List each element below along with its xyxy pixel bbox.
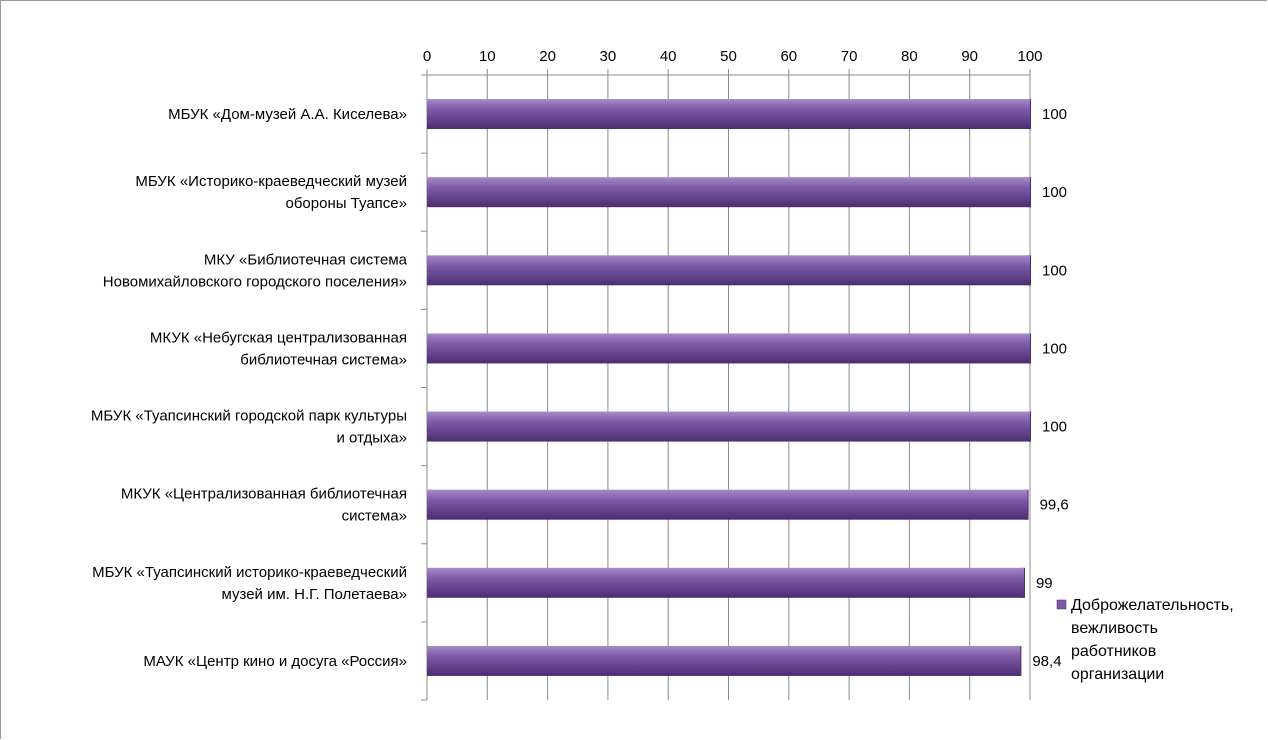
category-label: МБУК «Туапсинский историко-краеведческий… [92,564,407,603]
data-label: 100 [1042,106,1067,123]
axes [421,69,1031,701]
legend-label: Доброжелательность, вежливость работников о… [1071,597,1234,683]
data-label: 98,4 [1032,653,1061,670]
data-label: 100 [1042,262,1067,279]
x-tick-label: 40 [660,48,677,65]
category-label: МБУК «Дом-музей А.А. Киселева» [168,106,407,123]
category-labels: МБУК «Дом-музей А.А. Киселева» МБУК «Исто… [91,106,408,670]
category-label: МБУК «Туапсинский городской парк культур… [91,408,407,447]
x-tick-label: 60 [780,48,797,65]
data-label: 100 [1042,184,1067,201]
x-tick-label: 20 [539,48,556,65]
category-label: МКУК «Централизованная библиотечная систе… [121,486,407,525]
x-tick-label: 70 [841,48,858,65]
bar [427,411,1030,442]
x-tick-label: 90 [961,48,978,65]
category-label: МБУК «Историко-краеведческий музей оборон… [135,173,407,212]
bars [427,99,1031,676]
x-tick-label: 80 [901,48,918,65]
bar [427,489,1028,520]
legend: Доброжелательность, вежливость работников о… [1056,597,1234,683]
x-tick-label: 30 [600,48,617,65]
gridlines [426,75,1031,700]
category-label: МАУК «Центр кино и досуга «Россия» [143,653,407,670]
x-tick-label: 0 [423,48,431,65]
x-tick-label: 100 [1017,48,1042,65]
x-tick-label: 50 [720,48,737,65]
data-label: 100 [1042,340,1067,357]
category-label: МКУ «Библиотечная система Новомихайловско… [103,251,408,290]
x-tick-label: 10 [479,48,496,65]
x-tick-labels: 0 10 20 30 40 50 60 70 80 90 100 [423,48,1043,65]
data-labels: 100 100 100 100 100 99,6 99 98,4 [1032,106,1068,670]
bar [427,255,1030,286]
bar [427,99,1030,130]
bar [427,567,1024,598]
data-label: 99 [1036,575,1053,592]
bar [427,333,1030,364]
data-label: 100 [1042,419,1067,436]
bar [427,177,1030,208]
legend-swatch [1056,599,1067,610]
bar [427,645,1021,676]
category-label: МКУК «Небугская централизованная библиоте… [150,329,407,368]
data-label: 99,6 [1040,497,1069,514]
